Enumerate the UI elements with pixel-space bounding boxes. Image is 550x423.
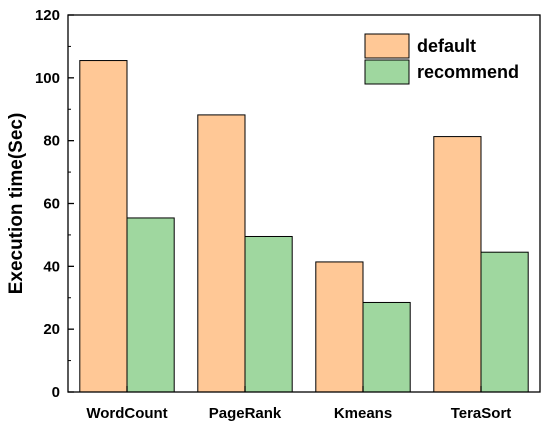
legend-swatch-recommend [364, 59, 410, 85]
legend-label-recommend: recommend [417, 62, 519, 82]
bar-recommend-pagerank [244, 235, 293, 393]
bar-default-wordcount [79, 60, 128, 393]
x-tick-label: Kmeans [334, 405, 392, 422]
y-tick-label: 20 [43, 321, 60, 338]
y-tick-label: 120 [35, 7, 60, 24]
legend-label-default: default [417, 36, 476, 56]
bar-recommend-kmeans [362, 301, 411, 393]
bar-recommend-wordcount [126, 217, 175, 393]
x-tick-label: TeraSort [451, 405, 512, 422]
y-tick-label: 40 [43, 258, 60, 275]
legend-swatch-default [364, 33, 410, 59]
bar-default-kmeans [315, 261, 364, 393]
x-tick-label: PageRank [209, 405, 282, 422]
y-tick-label: 60 [43, 196, 60, 213]
y-tick-label: 0 [52, 384, 60, 401]
axes-layer [67, 14, 541, 393]
bars-layer [79, 60, 529, 393]
legend: default recommend [364, 33, 519, 85]
y-tick-label: 100 [35, 70, 60, 87]
bar-default-terasort [433, 136, 482, 393]
y-axis-title: Execution time(Sec) [6, 113, 27, 295]
labels-layer: WordCount PageRank Kmeans TeraSort 0 20 40 60 80… [35, 7, 511, 422]
bar-recommend-terasort [480, 251, 529, 393]
y-tick-label: 80 [43, 133, 60, 150]
bar-default-pagerank [197, 114, 246, 393]
x-tick-label: WordCount [86, 405, 167, 422]
